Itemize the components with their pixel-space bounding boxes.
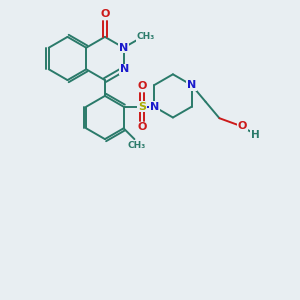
Text: H: H [251, 130, 260, 140]
Text: O: O [237, 121, 247, 130]
Text: O: O [100, 9, 110, 19]
Text: S: S [138, 102, 146, 112]
Text: N: N [120, 64, 129, 74]
Text: O: O [137, 81, 147, 91]
Text: N: N [150, 102, 159, 112]
Text: N: N [187, 80, 196, 90]
Text: N: N [150, 102, 159, 112]
Text: N: N [119, 43, 128, 53]
Text: CH₃: CH₃ [136, 32, 155, 41]
Text: O: O [137, 122, 147, 132]
Text: CH₃: CH₃ [128, 141, 146, 150]
